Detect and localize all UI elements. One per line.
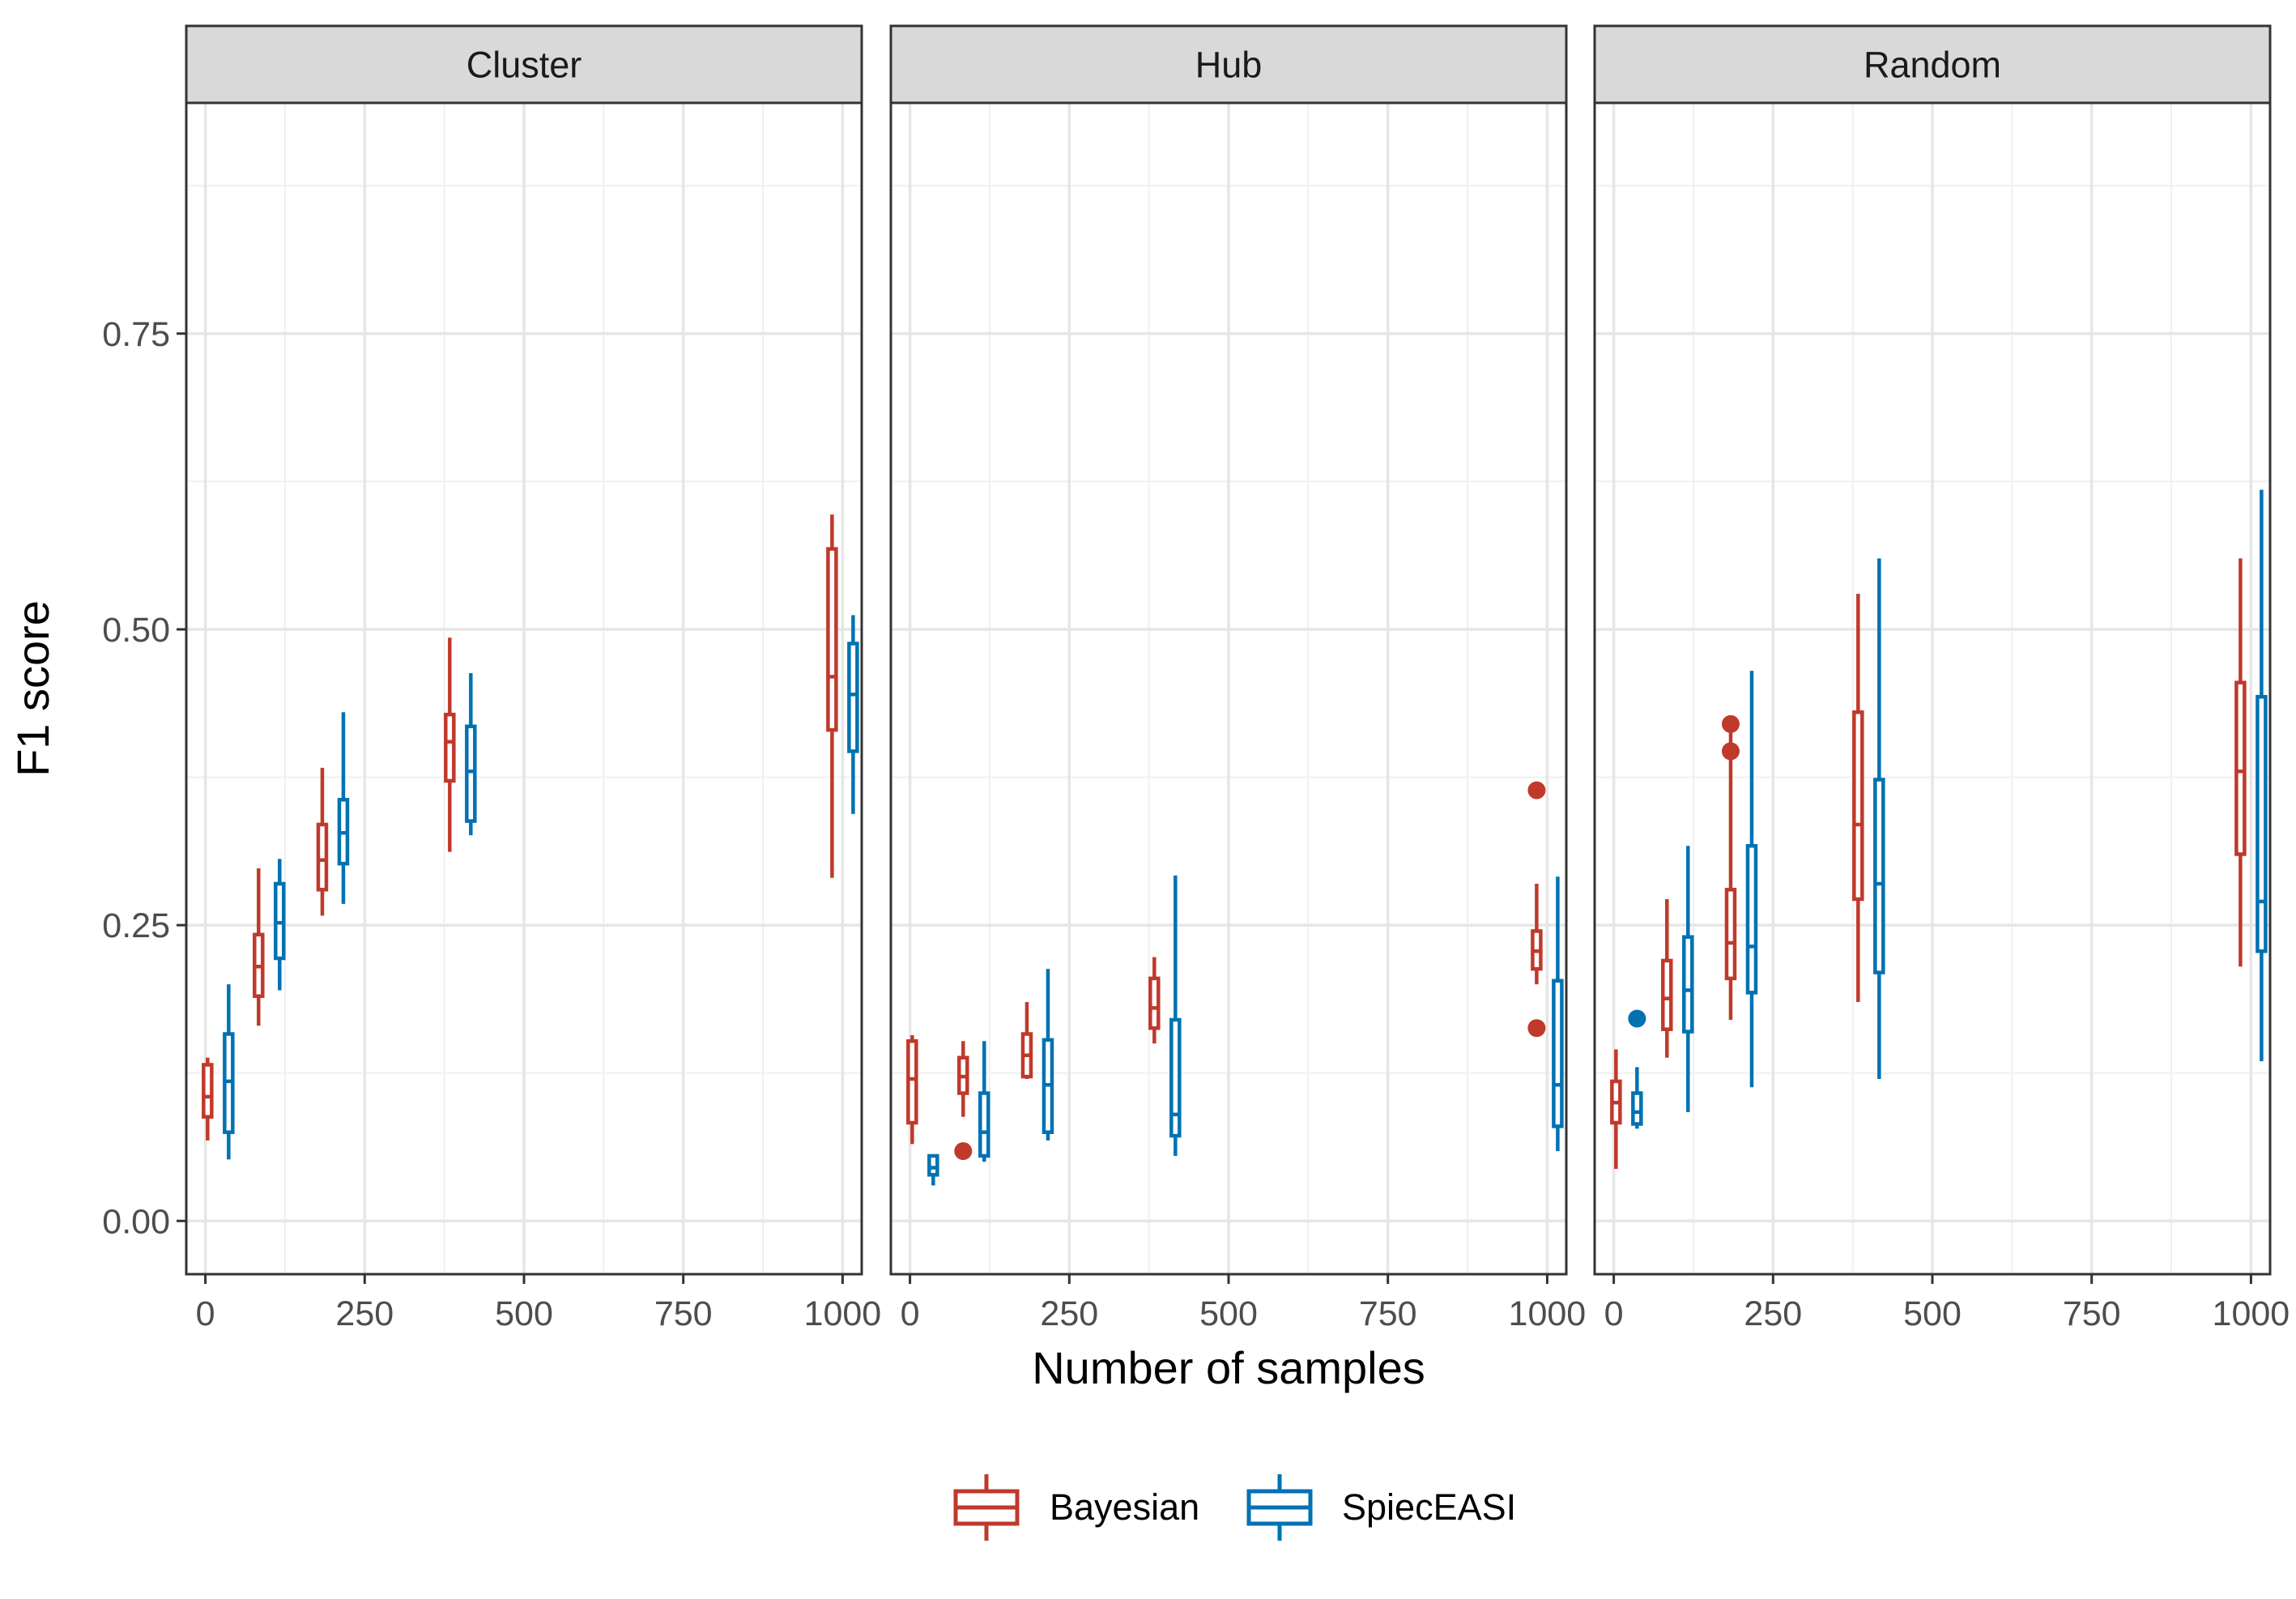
- outlier-point: [1628, 1009, 1646, 1028]
- legend-key-spieceasi: [1246, 1474, 1313, 1541]
- y-tick-label: 0.25: [102, 906, 170, 945]
- x-tick-label: 750: [1359, 1294, 1417, 1333]
- box-body: [202, 1063, 214, 1119]
- box-bayesian-n1000: [2234, 558, 2247, 967]
- y-tick-label: 0.75: [102, 315, 170, 354]
- box-spieceasi-n20: [223, 984, 235, 1160]
- x-tick-label: 1000: [2213, 1294, 2290, 1333]
- facet-strip: [1593, 24, 2272, 104]
- box-bayesian-n100: [253, 868, 265, 1026]
- box-bayesian-n20: [1610, 1049, 1622, 1170]
- facet-strip: [185, 24, 863, 104]
- outlier-point: [1721, 742, 1740, 761]
- box-body: [316, 822, 329, 892]
- box-body: [1631, 1091, 1643, 1126]
- box-spieceasi-n1000: [847, 615, 859, 814]
- panel-hub: Hub 0 250 500 750 1000: [889, 24, 1587, 1333]
- box-body: [1661, 958, 1673, 1031]
- x-tick-label: 250: [1744, 1294, 1802, 1333]
- box-spieceasi-n200: [337, 712, 350, 904]
- box-spieceasi-n100: [978, 1041, 990, 1162]
- box-body: [444, 712, 456, 783]
- box-body: [1148, 976, 1161, 1030]
- legend: Bayesian SpiecEASI: [953, 1474, 1516, 1541]
- box-bayesian-n100: [954, 1041, 973, 1161]
- outlier-point: [1527, 1019, 1546, 1038]
- outlier-point: [1721, 714, 1740, 733]
- x-tick-label: 250: [1040, 1294, 1098, 1333]
- x-axis-title: Number of samples: [1032, 1342, 1425, 1393]
- box-bayesian-n20: [906, 1034, 918, 1145]
- box-body: [1682, 935, 1694, 1034]
- legend-label-spieceasi: SpiecEASI: [1342, 1486, 1516, 1528]
- outlier-point: [954, 1142, 973, 1161]
- y-axis-title: F1 score: [7, 600, 58, 777]
- x-tick-label: 500: [1903, 1294, 1962, 1333]
- facet-strip: [889, 24, 1568, 104]
- x-tick-label: 500: [495, 1294, 553, 1333]
- box-body: [1745, 844, 1758, 995]
- legend-label-bayesian: Bayesian: [1050, 1486, 1199, 1528]
- x-tick-label: 0: [1604, 1294, 1624, 1333]
- box-spieceasi-n100: [1682, 846, 1694, 1112]
- x-tick-label: 500: [1199, 1294, 1258, 1333]
- box-spieceasi-n100: [274, 859, 286, 991]
- box-bayesian-n200: [1721, 714, 1740, 1020]
- box-body: [847, 642, 859, 753]
- box-bayesian-n1000: [1527, 781, 1546, 1038]
- box-spieceasi-n200: [1745, 671, 1758, 1088]
- box-bayesian-n400: [444, 637, 456, 852]
- panel-cluster: Cluster 0 250 500 750 1000 0.00 0.25 0.50 0.75: [102, 24, 882, 1333]
- box-bayesian-n200: [1020, 1002, 1033, 1079]
- box-bayesian-n100: [1661, 898, 1673, 1058]
- box-bayesian-n1000: [826, 514, 838, 878]
- box-body: [2234, 680, 2247, 856]
- facet-strip-label-random: Random: [1864, 45, 2001, 86]
- box-bayesian-n200: [316, 767, 329, 916]
- x-tick-label: 0: [196, 1294, 215, 1333]
- x-tick-label: 1000: [804, 1294, 882, 1333]
- box-spieceasi-n200: [1042, 969, 1054, 1141]
- facet-strip-label-hub: Hub: [1195, 45, 1263, 86]
- panel-random: Random 0 250 500 750 1000: [1593, 24, 2290, 1333]
- x-tick-label: 750: [654, 1294, 713, 1333]
- box-body: [978, 1091, 990, 1158]
- box-spieceasi-n400: [1169, 875, 1182, 1156]
- box-spieceasi-n400: [465, 673, 477, 836]
- x-tick-label: 750: [2063, 1294, 2121, 1333]
- box-body: [1852, 710, 1864, 902]
- box-spieceasi-n1000: [2256, 489, 2268, 1062]
- y-tick-label: 0.00: [102, 1202, 170, 1241]
- outlier-point: [1527, 781, 1546, 800]
- box-body: [1724, 888, 1737, 981]
- x-tick-label: 250: [335, 1294, 394, 1333]
- legend-key-bayesian: [953, 1474, 1020, 1541]
- box-body: [927, 1153, 939, 1177]
- box-bayesian-n400: [1148, 957, 1161, 1044]
- x-tick-label: 0: [901, 1294, 920, 1333]
- box-body: [1552, 979, 1564, 1128]
- box-spieceasi-n20: [1628, 1009, 1646, 1129]
- box-spieceasi-n20: [927, 1153, 939, 1186]
- box-spieceasi-n400: [1873, 558, 1885, 1079]
- box-body: [1169, 1017, 1182, 1138]
- box-bayesian-n400: [1852, 594, 1864, 1003]
- x-tick-label: 1000: [1509, 1294, 1587, 1333]
- y-tick-label: 0.50: [102, 611, 170, 650]
- box-bayesian-n20: [202, 1057, 214, 1141]
- box-body: [1873, 778, 1885, 974]
- box-body: [826, 547, 838, 732]
- box-body: [465, 724, 477, 823]
- box-body: [2256, 694, 2268, 953]
- box-body: [906, 1039, 918, 1125]
- facet-strip-label-cluster: Cluster: [466, 45, 582, 86]
- box-spieceasi-n1000: [1552, 876, 1564, 1152]
